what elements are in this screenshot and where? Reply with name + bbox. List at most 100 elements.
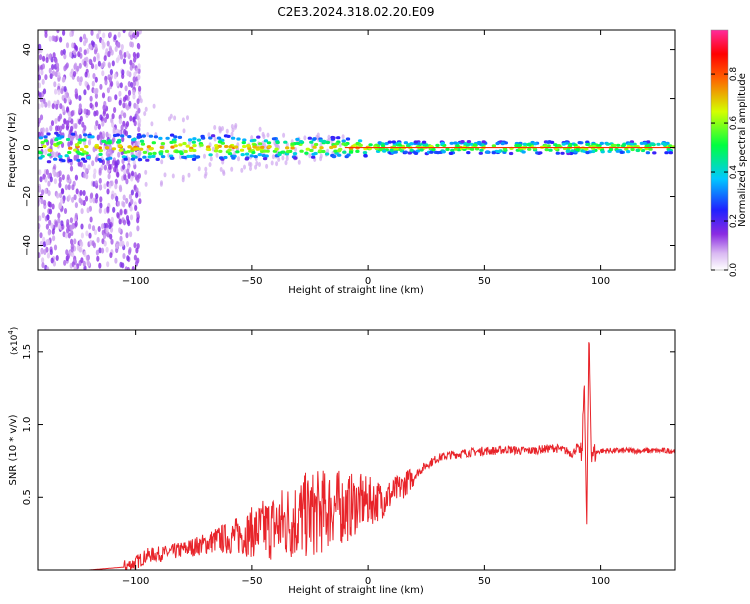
spectrogram-cell (40, 248, 44, 255)
spectrogram-cell (47, 153, 52, 157)
spectrogram-cell (48, 219, 52, 226)
spectrogram-cell (257, 153, 262, 157)
spectrogram-cell (74, 212, 78, 219)
spectrogram-cell (54, 88, 58, 95)
snr-y-tick-label: 1.5 (22, 344, 33, 360)
spectrogram-cell (115, 243, 119, 250)
spectrogram-cell (93, 110, 97, 117)
spectrogram-cell (107, 62, 111, 69)
spectrogram-cell (85, 254, 89, 261)
spectrogram-cell (53, 244, 58, 251)
spectrogram-cell (544, 148, 549, 152)
spectrogram-y-tick-label: 20 (22, 92, 33, 105)
spectrogram-cell (80, 241, 84, 248)
spectrogram-cell (450, 148, 455, 152)
spectrogram-cell (419, 148, 424, 152)
spectrogram-cell (205, 147, 211, 151)
spectrogram-cell (78, 95, 82, 101)
spectrogram-y-ticks: −40 −20 0 20 40 (22, 43, 675, 256)
spectrogram-cell (64, 92, 68, 99)
spectrogram-cell (89, 44, 93, 51)
spectrogram-cell (57, 76, 61, 83)
spectrogram-cell (55, 171, 60, 178)
spectrogram-cell (131, 266, 135, 270)
spectrogram-cell (38, 186, 42, 193)
spectrogram-cell (668, 151, 673, 155)
spectrogram-cell (549, 140, 555, 144)
spectrogram-cell (249, 162, 253, 168)
spectrogram-cell (174, 150, 180, 154)
spectrogram-cell (63, 208, 68, 214)
spectrogram-cell (662, 142, 668, 146)
spectrogram-cell (126, 70, 130, 77)
spectrogram-cell (107, 218, 111, 225)
spectrogram-cell (55, 103, 59, 110)
spectrogram-cell (93, 229, 98, 236)
spectrogram-cell (53, 178, 58, 185)
snr-frame (37, 329, 676, 571)
spectrogram-cell (84, 195, 89, 202)
spectrogram-cell (213, 149, 219, 153)
spectrogram-cell (114, 257, 118, 264)
spectrogram-cell (94, 88, 98, 95)
snr-series-line (38, 342, 675, 570)
spectrogram-cell (285, 156, 289, 161)
spectrogram-cell (112, 159, 116, 166)
spectrogram-cell (137, 158, 143, 162)
spectrogram-cell (382, 149, 387, 153)
spectrogram-cell (249, 154, 254, 158)
spectrogram-cell (48, 35, 52, 42)
spectrogram-cell (96, 255, 100, 262)
spectrogram-cell (218, 149, 223, 153)
spectrogram-cell (63, 65, 67, 72)
spectrogram-cell (68, 146, 73, 150)
spectrogram-cell (100, 247, 105, 254)
spectrogram-frame (37, 29, 676, 271)
spectrogram-cell (252, 138, 257, 142)
spectrogram-cell (533, 142, 538, 146)
spectrogram-cell (80, 199, 84, 206)
spectrogram-cell (38, 136, 44, 140)
spectrogram-cell (98, 262, 102, 269)
spectrogram-cell (76, 158, 81, 162)
spectrogram-cell (69, 51, 73, 58)
spectrogram-panel: −100 −50 0 50 100 −40 −20 0 20 40 Height of stra… (7, 29, 676, 296)
spectrogram-cell (110, 238, 114, 245)
spectrogram-cell (84, 80, 88, 87)
spectrogram-cell (265, 163, 269, 169)
spectrogram-cell (94, 43, 98, 50)
spectrogram-cell (74, 143, 80, 147)
spectrogram-cell (346, 153, 351, 157)
colorbar-tick-label: 0.2 (729, 214, 739, 228)
spectrogram-cell (63, 53, 67, 60)
spectrogram-cell (38, 151, 43, 155)
spectrogram-cell (250, 135, 254, 141)
spectrogram-cell (297, 159, 301, 165)
spectrogram-cell (129, 231, 133, 238)
spectrogram-cell (42, 173, 46, 180)
snr-x-tick-label: 100 (591, 576, 610, 587)
spectrogram-cell (538, 151, 543, 155)
snr-x-ticks: −100 −50 0 50 100 (122, 330, 610, 587)
spectrogram-cell (91, 80, 95, 87)
spectrogram-cell (133, 254, 137, 261)
spectrogram-cell (78, 62, 82, 69)
spectrogram-cell (553, 143, 558, 147)
spectrogram-cell (43, 135, 48, 139)
spectrogram-cell (261, 154, 266, 158)
spectrogram-cell (111, 147, 117, 151)
spectrogram-cell (82, 150, 87, 154)
spectrogram-cell (188, 148, 194, 152)
spectrogram-cell (577, 141, 582, 145)
spectrogram-cell (122, 30, 126, 34)
spectrogram-cell (441, 150, 446, 154)
spectrogram-cell (460, 140, 465, 144)
spectrogram-cell (103, 240, 107, 247)
spectrogram-cell (60, 49, 64, 56)
spectrogram-cell (47, 190, 51, 197)
spectrogram-cell (81, 138, 87, 142)
spectrogram-cell (130, 198, 134, 205)
spectrogram-cell (89, 102, 93, 109)
spectrogram-cell (165, 136, 170, 140)
spectrogram-cell (240, 167, 244, 173)
